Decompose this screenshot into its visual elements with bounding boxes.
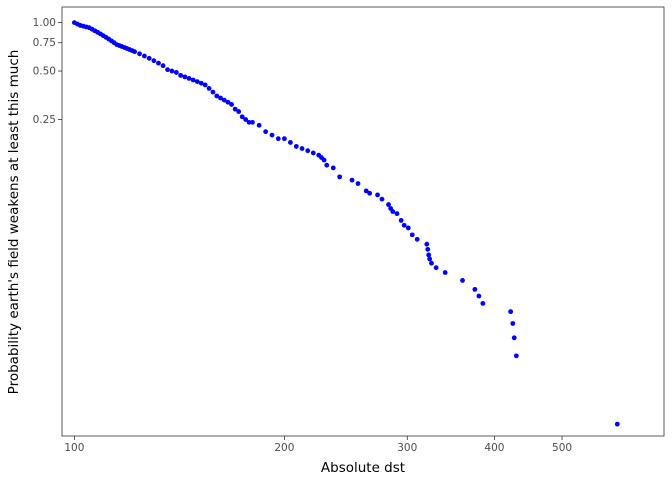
data-point xyxy=(169,68,175,74)
x-tick-label: 400 xyxy=(484,442,504,454)
x-tick-label: 300 xyxy=(397,442,417,454)
data-point xyxy=(305,148,311,154)
data-point xyxy=(433,265,439,271)
data-point xyxy=(337,174,343,180)
data-point xyxy=(426,252,432,258)
data-point xyxy=(394,211,400,217)
data-point xyxy=(156,60,161,66)
y-axis: 1.00 0.75 0.50 0.25 xyxy=(33,17,62,126)
data-point xyxy=(460,278,465,283)
data-point xyxy=(510,321,516,326)
data-point xyxy=(442,270,448,275)
data-point xyxy=(202,82,208,88)
data-point xyxy=(429,260,434,266)
data-point xyxy=(151,58,157,64)
data-point xyxy=(218,95,223,101)
data-point xyxy=(293,144,299,149)
data-point xyxy=(375,192,380,198)
data-point xyxy=(390,209,396,214)
data-point xyxy=(178,72,184,78)
data-point xyxy=(229,102,234,107)
y-tick-label: 0.50 xyxy=(33,66,56,78)
data-point xyxy=(214,93,220,99)
data-point xyxy=(398,218,404,223)
data-point xyxy=(282,136,287,142)
data-point xyxy=(137,51,142,57)
data-point xyxy=(379,196,385,202)
data-point xyxy=(386,202,391,207)
data-point xyxy=(236,109,242,114)
data-point xyxy=(190,77,196,83)
x-tick-label: 200 xyxy=(274,442,294,454)
data-point xyxy=(141,53,147,59)
data-point xyxy=(194,79,200,84)
data-point xyxy=(409,232,415,238)
data-point xyxy=(511,335,517,341)
data-point xyxy=(160,63,166,69)
data-point xyxy=(263,129,269,135)
data-point xyxy=(513,353,519,359)
data-point xyxy=(165,67,170,73)
x-axis-title: Absolute dst xyxy=(321,460,405,476)
y-axis-title: Probability earth's field weakens at lea… xyxy=(6,50,22,395)
data-point xyxy=(210,89,216,95)
data-point xyxy=(186,76,192,81)
data-point xyxy=(299,146,305,151)
data-point xyxy=(480,300,486,306)
data-point xyxy=(288,140,293,145)
data-point xyxy=(221,97,227,103)
data-point xyxy=(225,99,231,105)
data-point xyxy=(508,309,514,315)
data-point xyxy=(269,132,275,138)
y-tick-label: 0.75 xyxy=(33,37,56,49)
data-point xyxy=(250,119,255,125)
data-point xyxy=(239,114,245,120)
data-point xyxy=(349,177,355,183)
data-point xyxy=(424,241,430,247)
y-tick-label: 1.00 xyxy=(33,17,56,29)
data-point xyxy=(182,74,188,80)
panel-border xyxy=(61,6,665,437)
data-point xyxy=(132,49,138,55)
data-point xyxy=(614,421,620,427)
data-point xyxy=(476,293,482,299)
data-point xyxy=(324,162,330,168)
data-point xyxy=(355,181,361,186)
data-point xyxy=(425,246,431,252)
data-point xyxy=(198,80,204,86)
data-point xyxy=(367,190,373,196)
data-point xyxy=(206,86,212,91)
data-point xyxy=(243,117,249,122)
data-point xyxy=(275,136,281,142)
data-point xyxy=(146,55,152,61)
data-point xyxy=(173,70,179,75)
data-point xyxy=(310,150,316,156)
data-point xyxy=(256,122,262,128)
data-points xyxy=(71,20,620,427)
data-point xyxy=(405,225,411,231)
data-point xyxy=(427,256,433,262)
data-point xyxy=(363,188,369,194)
data-point xyxy=(401,222,407,228)
y-tick-label: 0.25 xyxy=(33,114,56,126)
data-point xyxy=(414,236,420,242)
data-point xyxy=(321,157,327,163)
x-tick-label: 500 xyxy=(552,442,572,454)
data-point xyxy=(472,286,478,292)
data-point xyxy=(232,106,238,112)
data-point xyxy=(246,119,252,125)
data-point xyxy=(330,165,336,171)
x-axis: 100 200 300 400 500 xyxy=(64,436,572,454)
x-tick-label: 100 xyxy=(64,442,84,454)
